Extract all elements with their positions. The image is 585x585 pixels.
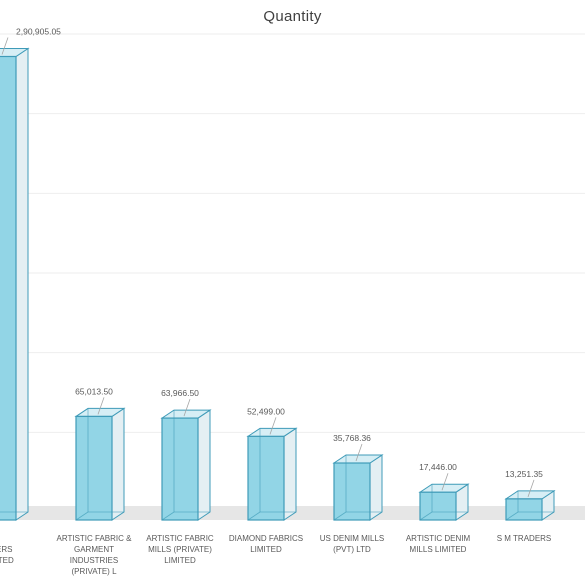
data-label-leader <box>1 37 9 55</box>
category-label-line: (PRIVATE) L <box>71 567 117 576</box>
category-label-line: (PVT) LTD <box>333 545 371 554</box>
bar <box>419 491 457 521</box>
bar <box>0 55 17 521</box>
category-label: ARTISTIC DENIM MILLS LIMITED <box>406 534 471 554</box>
data-label: 13,251.35 <box>505 469 543 479</box>
data-label-leader <box>269 417 277 435</box>
category-label-line: ARTISTIC FABRIC <box>146 534 214 543</box>
bar-side <box>15 47 29 521</box>
bar-side <box>197 409 211 521</box>
bar-side <box>369 454 383 521</box>
category-label-line: INDUSTRIES <box>70 556 118 565</box>
data-label: 17,446.00 <box>419 462 457 472</box>
category-label: US DENIM MILLS (PVT) LTD <box>320 534 384 554</box>
bar-back-edge <box>75 511 89 521</box>
bar-side <box>111 407 125 521</box>
bar-back-edge <box>419 511 433 521</box>
bar-back-edge <box>247 511 261 521</box>
category-label-line: LIMITED <box>0 556 14 565</box>
bar-back-edge <box>333 511 347 521</box>
category-label-line: GARMENT <box>74 545 114 554</box>
bar <box>161 417 199 521</box>
category-label-line: LIMITED <box>164 556 196 565</box>
bar <box>505 498 543 521</box>
data-label: 65,013.50 <box>75 386 113 396</box>
category-label: LINERS LIMITED <box>0 545 14 565</box>
category-label-line: LIMITED <box>250 545 282 554</box>
bar-back-edge <box>505 511 519 521</box>
category-label: ARTISTIC FABRIC MILLS (PRIVATE) LIMITED <box>146 534 214 565</box>
bar-back-edge <box>161 511 175 521</box>
data-label: 52,499.00 <box>247 406 285 416</box>
data-label-leader <box>97 397 105 415</box>
bar-side <box>283 427 297 521</box>
data-label-leader <box>441 473 449 491</box>
data-label: 2,90,905.05 <box>16 26 61 36</box>
bar <box>247 435 285 521</box>
data-label: 63,966.50 <box>161 388 199 398</box>
category-label: ARTISTIC FABRIC & GARMENT INDUSTRIES (PRIVA… <box>57 534 133 576</box>
data-label-leader <box>355 443 363 462</box>
category-label-line: ARTISTIC FABRIC & <box>57 534 133 543</box>
category-label-line: MILLS (PRIVATE) <box>148 545 212 554</box>
category-label-line: DIAMOND FABRICS <box>229 534 303 543</box>
data-label-leader <box>183 398 191 417</box>
chart-title: Quantity <box>263 8 322 25</box>
data-label-leader <box>527 479 535 498</box>
category-label-line: S M TRADERS <box>497 534 552 543</box>
category-label-line: US DENIM MILLS <box>320 534 384 543</box>
bar <box>75 415 113 521</box>
category-label: DIAMOND FABRICS LIMITED <box>229 534 303 554</box>
category-label-line: MILLS LIMITED <box>410 545 467 554</box>
data-label: 35,768.36 <box>333 433 371 443</box>
category-label: S M TRADERS <box>497 534 552 543</box>
bar <box>333 462 371 521</box>
category-label-line: LINERS <box>0 545 12 554</box>
category-label-line: ARTISTIC DENIM <box>406 534 471 543</box>
